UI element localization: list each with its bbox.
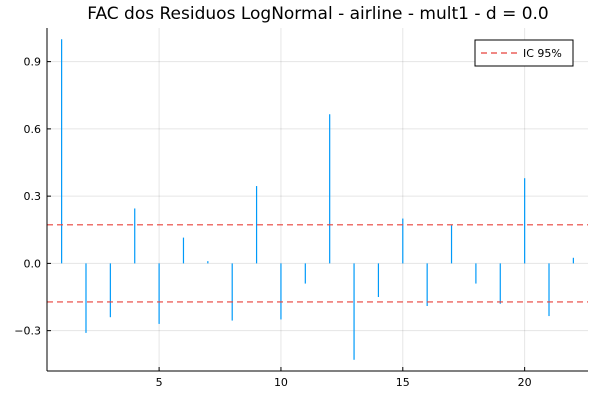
legend: IC 95% — [474, 39, 574, 67]
grid-lines — [47, 28, 588, 371]
y-tick-label: 0.6 — [24, 123, 42, 136]
x-tick-label: 5 — [156, 376, 163, 389]
y-tick-label: 0.9 — [24, 56, 42, 69]
x-tick-label: 20 — [518, 376, 532, 389]
acf-sticks — [61, 39, 574, 360]
confidence-lines — [47, 224, 588, 303]
tick-labels: 5 10 15 20 −0.3 0.0 0.3 0.6 0.9 — [14, 56, 531, 389]
legend-label-ci: IC 95% — [523, 47, 562, 60]
y-tick-label: −0.3 — [14, 325, 41, 338]
chart-title: FAC dos Residuos LogNormal - airline - m… — [87, 4, 549, 24]
x-tick-label: 10 — [274, 376, 288, 389]
axes — [46, 28, 588, 372]
x-tick-label: 15 — [396, 376, 410, 389]
y-tick-label: 0.3 — [24, 190, 42, 203]
y-tick-label: 0.0 — [24, 257, 42, 270]
